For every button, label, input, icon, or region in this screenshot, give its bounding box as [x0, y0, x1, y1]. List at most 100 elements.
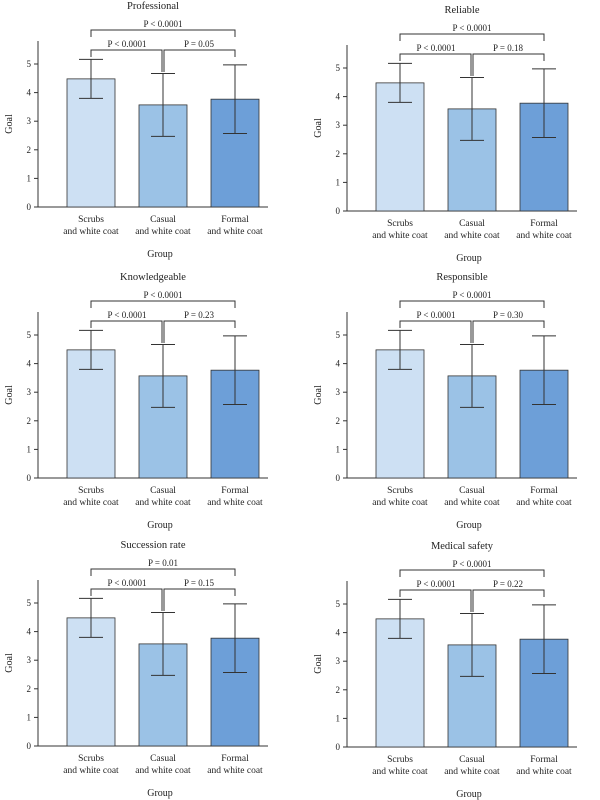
- y-axis-label: Goal: [313, 118, 324, 138]
- y-tick-label: 2: [27, 416, 32, 426]
- chart-title: Medical safety: [431, 541, 494, 552]
- x-axis-label: Group: [456, 520, 482, 531]
- x-tick-label: Casual: [150, 754, 176, 764]
- significance-bracket: [90, 568, 236, 576]
- significance-bracket: [163, 320, 236, 343]
- x-tick-label: Scrubs: [387, 486, 413, 496]
- x-tick-label: and white coat: [135, 498, 191, 508]
- significance-label: P = 0.23: [184, 310, 214, 320]
- chart-panel: Knowledgeable 0 1 2 3 4 5 Goal Scrubs and white c…: [4, 272, 268, 531]
- x-tick-label: Casual: [150, 215, 176, 225]
- x-tick-label: and white coat: [135, 227, 191, 237]
- y-tick-label: 3: [336, 387, 341, 397]
- significance-bracket: [163, 49, 236, 72]
- y-tick-label: 5: [27, 59, 32, 69]
- chart-panel: Succession rate 0 1 2 3 4 5 Goal Scrubs and white…: [4, 540, 268, 799]
- significance-label: P = 0.01: [148, 558, 178, 568]
- x-tick-label: Casual: [459, 755, 485, 765]
- y-tick-label: 3: [27, 655, 32, 665]
- y-tick-label: 5: [336, 599, 341, 609]
- significance-bracket: [472, 53, 545, 76]
- y-tick-label: 2: [27, 145, 32, 155]
- x-axis-label: Group: [456, 789, 482, 800]
- y-tick-label: 0: [336, 206, 341, 216]
- significance-label: P < 0.0001: [144, 19, 183, 29]
- chart-panel: Medical safety 0 1 2 3 4 5 Goal Scrubs and white …: [313, 541, 577, 800]
- significance-bracket: [472, 589, 545, 612]
- x-tick-label: Scrubs: [387, 219, 413, 229]
- y-tick-label: 3: [27, 387, 32, 397]
- significance-bracket: [399, 53, 472, 76]
- significance-bracket: [90, 49, 163, 72]
- significance-bracket: [399, 300, 545, 308]
- x-axis-label: Group: [147, 249, 173, 260]
- y-tick-label: 1: [336, 444, 341, 454]
- x-tick-label: Scrubs: [78, 486, 104, 496]
- significance-label: P = 0.30: [493, 310, 523, 320]
- significance-bracket: [90, 300, 236, 308]
- x-tick-label: and white coat: [444, 498, 500, 508]
- y-tick-label: 0: [336, 742, 341, 752]
- x-tick-label: and white coat: [207, 766, 263, 776]
- significance-label: P = 0.18: [493, 43, 523, 53]
- y-tick-label: 5: [336, 330, 341, 340]
- chart-panel: Responsible 0 1 2 3 4 5 Goal Scrubs and white coa…: [313, 272, 577, 531]
- y-tick-label: 2: [336, 416, 341, 426]
- y-tick-label: 5: [336, 63, 341, 73]
- x-tick-label: Formal: [530, 755, 558, 765]
- significance-label: P < 0.0001: [453, 559, 492, 569]
- significance-label: P = 0.15: [184, 578, 214, 588]
- y-tick-label: 3: [336, 120, 341, 130]
- bar: [375, 349, 425, 479]
- y-tick-label: 2: [336, 685, 341, 695]
- x-tick-label: Formal: [530, 219, 558, 229]
- bar: [66, 617, 116, 747]
- x-tick-label: Casual: [459, 219, 485, 229]
- y-tick-label: 1: [27, 712, 32, 722]
- y-axis-label: Goal: [4, 114, 15, 134]
- y-tick-label: 4: [27, 627, 32, 637]
- x-tick-label: Scrubs: [387, 755, 413, 765]
- significance-bracket: [399, 589, 472, 612]
- y-tick-label: 1: [336, 713, 341, 723]
- chart-panel: Reliable 0 1 2 3 4 5 Goal Scrubs and white coat Ca…: [313, 5, 577, 264]
- y-tick-label: 4: [27, 88, 32, 98]
- x-tick-label: and white coat: [207, 227, 263, 237]
- significance-label: P < 0.0001: [417, 579, 456, 589]
- x-tick-label: and white coat: [444, 231, 500, 241]
- chart-title: Professional: [127, 1, 179, 12]
- x-tick-label: Scrubs: [78, 754, 104, 764]
- y-tick-label: 4: [336, 92, 341, 102]
- y-tick-label: 1: [336, 177, 341, 187]
- bar: [66, 349, 116, 479]
- y-axis-label: Goal: [4, 653, 15, 673]
- significance-label: P = 0.05: [184, 39, 214, 49]
- significance-label: P < 0.0001: [417, 310, 456, 320]
- significance-label: P < 0.0001: [417, 43, 456, 53]
- significance-label: P < 0.0001: [108, 578, 147, 588]
- significance-bracket: [399, 569, 545, 577]
- y-tick-label: 4: [336, 628, 341, 638]
- x-tick-label: and white coat: [207, 498, 263, 508]
- y-tick-label: 0: [27, 741, 32, 751]
- y-axis-label: Goal: [4, 385, 15, 405]
- chart-title: Succession rate: [120, 540, 185, 551]
- chart-title: Reliable: [445, 5, 480, 16]
- y-tick-label: 1: [27, 444, 32, 454]
- y-tick-label: 5: [27, 330, 32, 340]
- chart-title: Knowledgeable: [120, 272, 186, 283]
- x-tick-label: and white coat: [135, 766, 191, 776]
- significance-label: P < 0.0001: [108, 39, 147, 49]
- x-tick-label: and white coat: [372, 498, 428, 508]
- significance-label: P < 0.0001: [453, 290, 492, 300]
- x-axis-label: Group: [456, 253, 482, 264]
- significance-bracket: [472, 320, 545, 343]
- x-tick-label: and white coat: [516, 767, 572, 777]
- y-tick-label: 0: [336, 473, 341, 483]
- x-tick-label: Formal: [221, 486, 249, 496]
- x-tick-label: and white coat: [63, 498, 119, 508]
- x-tick-label: and white coat: [516, 231, 572, 241]
- chart-title: Responsible: [436, 272, 488, 283]
- x-tick-label: Formal: [530, 486, 558, 496]
